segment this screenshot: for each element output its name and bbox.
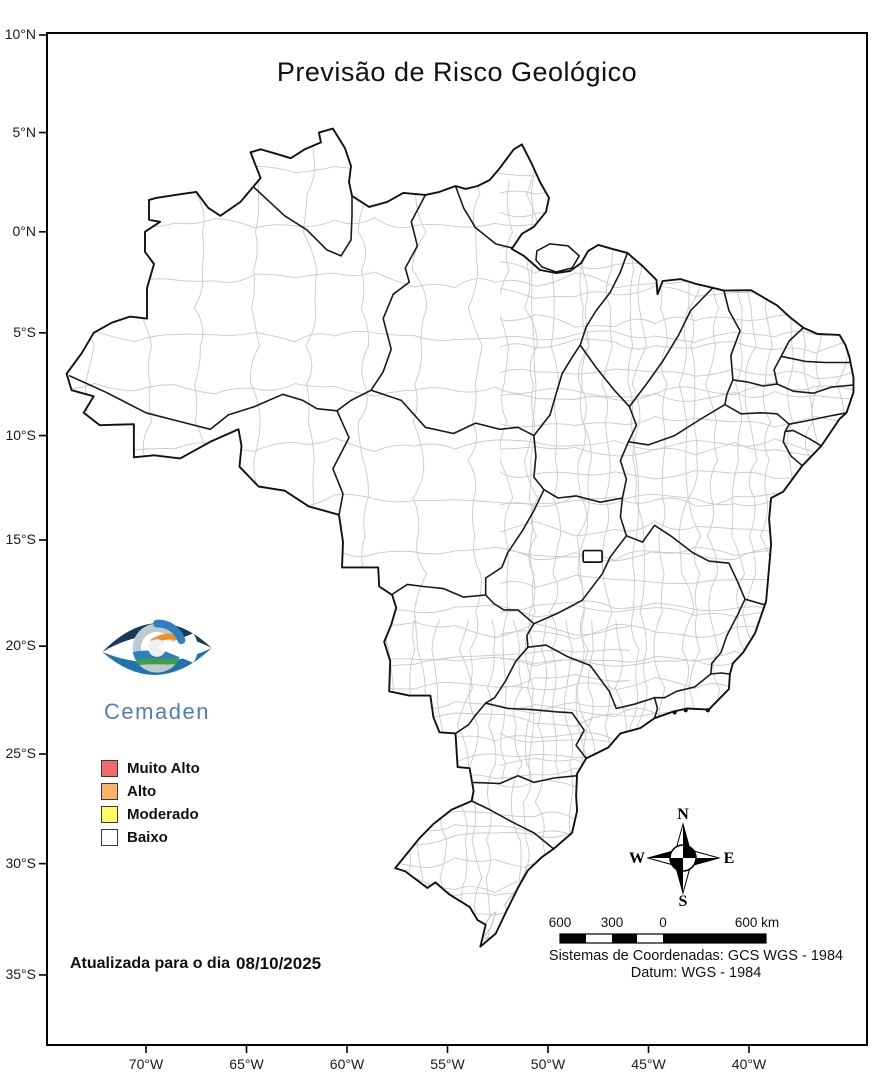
- latitude-tick-label: 35°S: [5, 965, 36, 982]
- map-frame: [46, 32, 868, 1046]
- cemaden-logo: Cemaden: [95, 608, 219, 725]
- latitude-tick-label: 25°S: [5, 745, 36, 762]
- alto-swatch: [101, 783, 118, 800]
- legend-item-alto: Alto: [101, 780, 200, 803]
- coordinate-system-line: Sistemas de Coordenadas: GCS WGS - 1984: [548, 948, 844, 964]
- latitude-tick-label: 20°S: [5, 637, 36, 654]
- update-note-date: 08/10/2025: [236, 954, 322, 973]
- datum-line: Datum: WGS - 1984: [630, 964, 762, 981]
- scale-label-0: 0: [659, 915, 667, 930]
- compass-north-label: N: [677, 806, 689, 823]
- longitude-tick-label: 70°W: [128, 1056, 164, 1072]
- state-borders: [68, 185, 854, 850]
- longitude-tick-label: 60°W: [329, 1056, 365, 1072]
- update-note: Atualizada para o dia 08/10/2025: [70, 953, 321, 973]
- latitude-tick-label: 30°S: [5, 854, 36, 871]
- muito-alto-swatch: [101, 760, 118, 777]
- longitude-tick-label: 45°W: [631, 1056, 666, 1072]
- legend-label: Muito Alto: [127, 760, 200, 777]
- longitude-tick-label: 65°W: [229, 1056, 264, 1072]
- cemaden-logo-text: Cemaden: [104, 699, 210, 724]
- risk-legend: Muito Alto Alto Moderado Baixo: [101, 757, 200, 849]
- compass-rose: [646, 822, 721, 895]
- compass-west-label: W: [629, 850, 645, 867]
- latitude-tick-label: 0°N: [12, 222, 37, 239]
- longitude-tick-label: 40°W: [731, 1056, 767, 1072]
- legend-label: Moderado: [127, 806, 199, 823]
- compass-south-label: S: [678, 893, 688, 910]
- coastal-bay-mark: [683, 708, 688, 713]
- longitude-tick-label: 55°W: [430, 1056, 465, 1072]
- map-layers: [65, 127, 855, 948]
- legend-label: Baixo: [127, 829, 168, 846]
- coordinate-system-note: Sistemas de Coordenadas: GCS WGS - 1984 …: [520, 948, 872, 981]
- legend-item-baixo: Baixo: [101, 826, 200, 849]
- marajo-island: [535, 243, 581, 273]
- longitude-tick-label: 50°W: [530, 1056, 566, 1072]
- scale-label-300: 300: [600, 915, 624, 930]
- latitude-tick-label: 5°S: [13, 323, 36, 340]
- update-note-prefix: Atualizada para o dia: [70, 955, 231, 972]
- baixo-swatch: [101, 829, 118, 846]
- scale-label-600-left: 600: [548, 915, 572, 930]
- moderado-swatch: [101, 806, 118, 823]
- legend-item-muito-alto: Muito Alto: [101, 757, 200, 780]
- latitude-tick-label: 15°S: [5, 531, 36, 547]
- latitude-tick-label: 5°N: [12, 123, 37, 140]
- compass-east-label: E: [723, 850, 735, 867]
- scale-label-600km: 600 km: [734, 915, 780, 930]
- legend-label: Alto: [127, 783, 157, 800]
- page-title: Previsão de Risco Geológico: [276, 57, 638, 87]
- coastal-bay-mark: [705, 708, 710, 713]
- distrito-federal-border: [582, 549, 603, 564]
- coastal-bay-mark: [672, 710, 677, 715]
- scale-bar: [559, 933, 767, 944]
- legend-item-moderado: Moderado: [101, 803, 200, 826]
- latitude-tick-label: 10°S: [5, 426, 36, 443]
- latitude-tick-label: 10°N: [4, 26, 36, 42]
- country-border: [65, 127, 855, 948]
- cemaden-eye-icon: [102, 619, 212, 675]
